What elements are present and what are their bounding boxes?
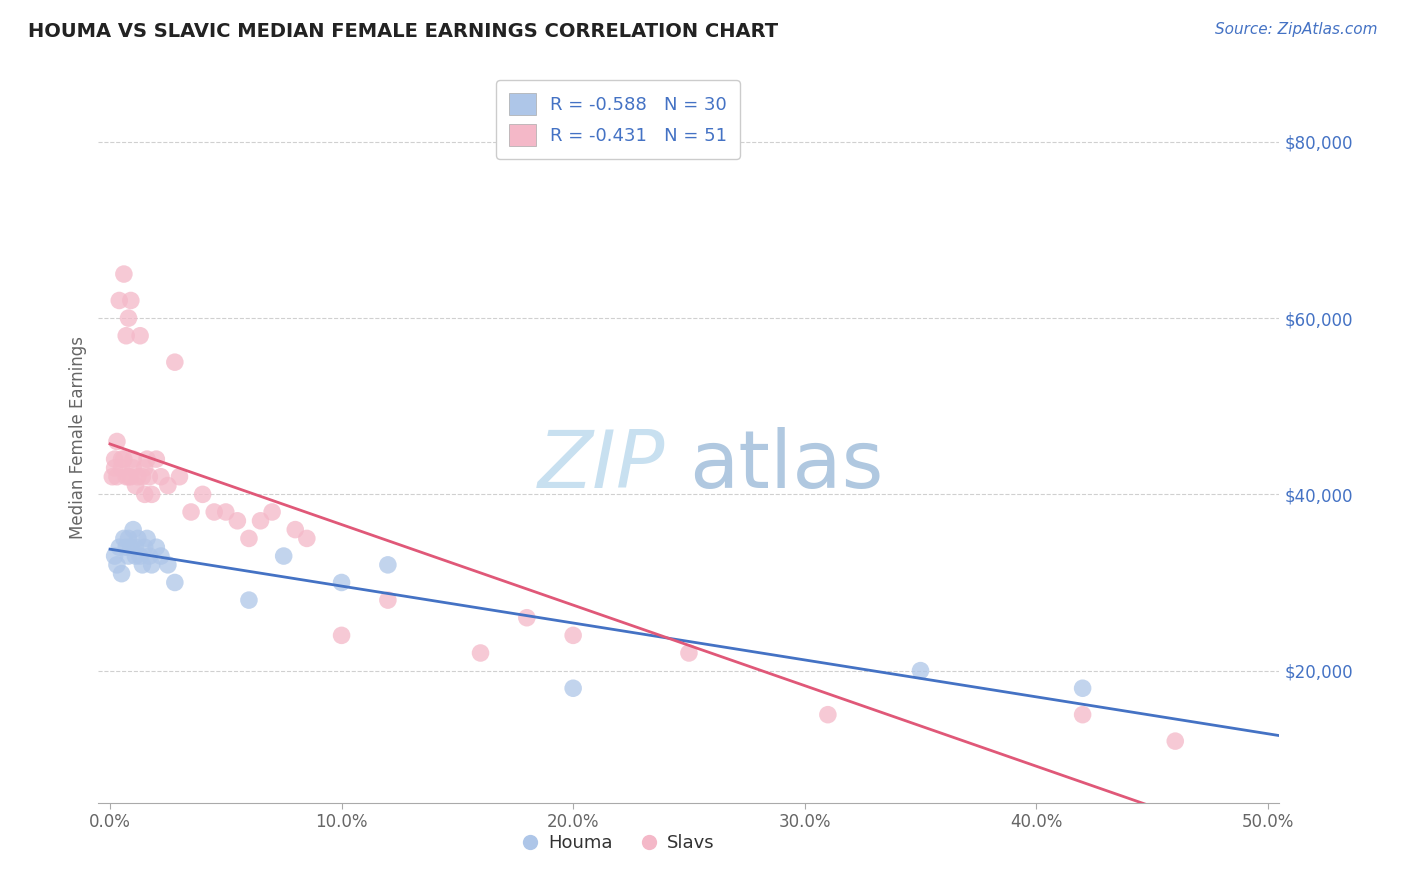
Point	[122, 452, 145, 467]
Point	[377, 593, 399, 607]
Point	[117, 469, 139, 483]
Point	[112, 267, 135, 281]
Point	[134, 461, 156, 475]
Point	[1164, 734, 1187, 748]
Point	[295, 532, 318, 546]
Point	[138, 549, 160, 563]
Point	[330, 628, 353, 642]
Point	[129, 328, 152, 343]
Point	[104, 452, 127, 467]
Point	[145, 540, 167, 554]
Point	[112, 452, 135, 467]
Point	[110, 461, 132, 475]
Text: atlas: atlas	[689, 427, 883, 506]
Y-axis label: Median Female Earnings: Median Female Earnings	[69, 335, 87, 539]
Point	[149, 549, 172, 563]
Point	[127, 532, 149, 546]
Legend: Houma, Slavs: Houma, Slavs	[515, 827, 723, 860]
Point	[127, 469, 149, 483]
Point	[120, 540, 142, 554]
Point	[105, 434, 128, 449]
Point	[129, 549, 152, 563]
Point	[115, 469, 138, 483]
Point	[169, 469, 191, 483]
Point	[330, 575, 353, 590]
Point	[122, 461, 145, 475]
Point	[105, 469, 128, 483]
Point	[110, 566, 132, 581]
Point	[134, 540, 156, 554]
Point	[108, 293, 131, 308]
Point	[117, 532, 139, 546]
Point	[136, 532, 159, 546]
Point	[115, 328, 138, 343]
Point	[180, 505, 202, 519]
Point	[104, 461, 127, 475]
Point	[117, 311, 139, 326]
Point	[124, 549, 146, 563]
Point	[1071, 681, 1094, 696]
Point	[202, 505, 225, 519]
Point	[131, 469, 153, 483]
Point	[149, 469, 172, 483]
Point	[101, 469, 124, 483]
Point	[131, 558, 153, 572]
Point	[134, 487, 156, 501]
Point	[110, 452, 132, 467]
Point	[105, 558, 128, 572]
Point	[284, 523, 307, 537]
Point	[273, 549, 295, 563]
Point	[138, 469, 160, 483]
Point	[377, 558, 399, 572]
Point	[470, 646, 492, 660]
Point	[141, 487, 163, 501]
Point	[562, 628, 585, 642]
Point	[156, 558, 179, 572]
Point	[562, 681, 585, 696]
Point	[122, 523, 145, 537]
Point	[115, 540, 138, 554]
Point	[516, 611, 538, 625]
Point	[249, 514, 271, 528]
Point	[238, 532, 260, 546]
Point	[163, 575, 186, 590]
Point	[156, 478, 179, 492]
Point	[117, 549, 139, 563]
Point	[120, 469, 142, 483]
Text: HOUMA VS SLAVIC MEDIAN FEMALE EARNINGS CORRELATION CHART: HOUMA VS SLAVIC MEDIAN FEMALE EARNINGS C…	[28, 22, 779, 41]
Point	[910, 664, 932, 678]
Point	[163, 355, 186, 369]
Point	[191, 487, 214, 501]
Point	[124, 478, 146, 492]
Point	[226, 514, 249, 528]
Point	[124, 540, 146, 554]
Point	[262, 505, 284, 519]
Text: ZIP: ZIP	[538, 427, 665, 506]
Point	[215, 505, 238, 519]
Point	[136, 452, 159, 467]
Point	[678, 646, 700, 660]
Point	[1071, 707, 1094, 722]
Point	[108, 540, 131, 554]
Text: Source: ZipAtlas.com: Source: ZipAtlas.com	[1215, 22, 1378, 37]
Point	[817, 707, 839, 722]
Point	[120, 293, 142, 308]
Point	[145, 452, 167, 467]
Point	[112, 532, 135, 546]
Point	[141, 558, 163, 572]
Point	[104, 549, 127, 563]
Point	[238, 593, 260, 607]
